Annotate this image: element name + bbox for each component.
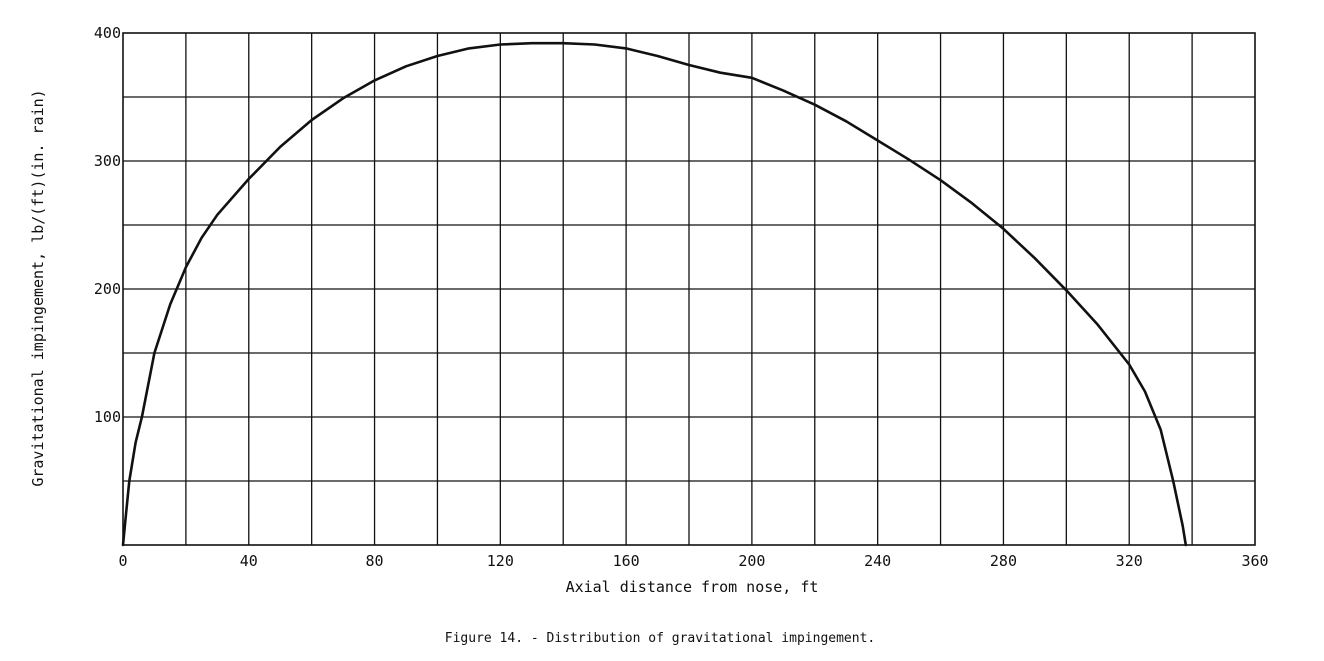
y-tick-label: 300: [94, 152, 121, 170]
x-tick-label: 200: [738, 552, 765, 570]
x-tick-label: 320: [1116, 552, 1143, 570]
y-axis-label: Gravitational impingement, lb/(ft)(in. r…: [29, 89, 47, 486]
x-tick-label: 120: [487, 552, 514, 570]
x-axis-ticks: 0 40 80 120 160 200 240 280 320 360: [118, 552, 1268, 570]
x-tick-label: 80: [366, 552, 384, 570]
data-series: [121, 41, 1188, 547]
x-tick-label: 240: [864, 552, 891, 570]
y-tick-label: 100: [94, 408, 121, 426]
y-tick-label: 400: [94, 24, 121, 42]
x-tick-label: 280: [990, 552, 1017, 570]
x-axis-label: Axial distance from nose, ft: [566, 578, 819, 596]
x-tick-label: 40: [240, 552, 258, 570]
x-tick-label: 360: [1241, 552, 1268, 570]
y-axis-ticks: 100 200 300 400: [94, 24, 121, 426]
plot-area-border: [122, 32, 1256, 546]
figure-caption: Figure 14. - Distribution of gravitation…: [445, 631, 875, 646]
series-line-1: [121, 41, 1188, 547]
x-tick-label: 0: [118, 552, 127, 570]
y-tick-label: 200: [94, 280, 121, 298]
plot-frame: [122, 32, 1256, 546]
x-tick-label: 160: [613, 552, 640, 570]
grid-lines: [123, 33, 1255, 545]
